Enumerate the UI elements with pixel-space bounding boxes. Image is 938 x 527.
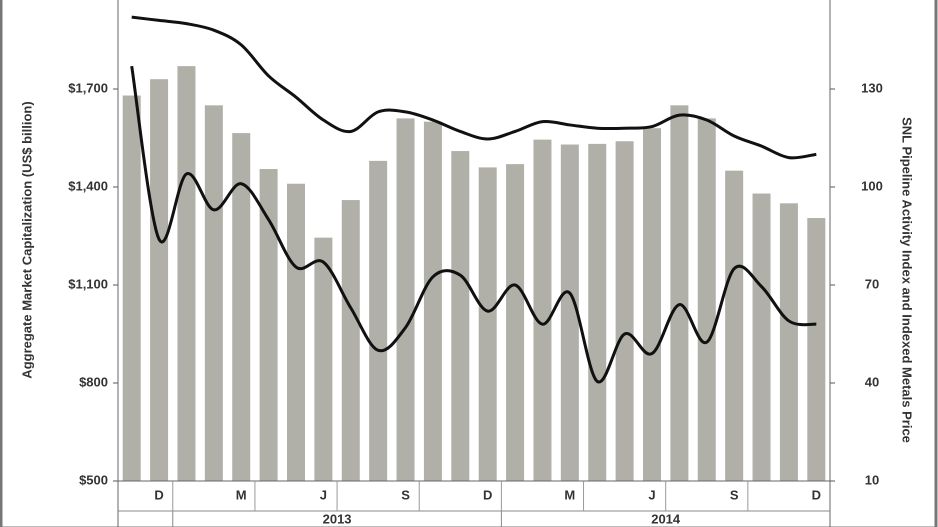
y-tick-label: $1,100 — [68, 276, 108, 291]
bar — [287, 183, 305, 481]
bar — [177, 66, 196, 481]
bar — [560, 144, 579, 482]
y-tick-label: $1,700 — [68, 80, 108, 95]
y-tick-label: $500 — [79, 472, 108, 487]
y2-tick-label: 130 — [861, 80, 883, 95]
year-label: 2013 — [323, 511, 352, 526]
bar — [369, 160, 388, 481]
y-tick-label: $1,400 — [68, 178, 108, 193]
bar — [341, 200, 360, 481]
bar — [725, 170, 744, 481]
bar — [615, 141, 634, 481]
bar — [779, 203, 798, 482]
x-tick-label: J — [648, 487, 655, 502]
bar — [533, 139, 552, 482]
bar — [204, 105, 223, 481]
y2-tick-label: 10 — [865, 472, 879, 487]
bar — [396, 118, 415, 481]
line — [131, 15, 817, 160]
y2-tick-label: 40 — [865, 374, 879, 389]
year-label: 2014 — [651, 511, 681, 526]
x-tick-label: S — [401, 487, 410, 502]
bar — [423, 121, 442, 482]
bar — [232, 133, 251, 482]
y2-tick-label: 70 — [865, 276, 879, 291]
bar — [478, 167, 497, 481]
bar — [670, 105, 689, 481]
y-axis-label: Aggregate Market Capitalization (US$ bil… — [19, 101, 34, 378]
x-tick-label: J — [320, 487, 327, 502]
bar — [451, 151, 470, 482]
bar — [314, 237, 333, 481]
x-tick-label: M — [564, 487, 575, 502]
bar — [506, 164, 525, 481]
x-tick-label: S — [730, 487, 739, 502]
bar — [697, 118, 716, 481]
bar — [643, 128, 661, 481]
y2-tick-label: 100 — [861, 178, 883, 193]
y-tick-label: $800 — [79, 374, 108, 389]
bar — [807, 218, 826, 481]
bar — [122, 95, 141, 481]
bar — [259, 169, 278, 482]
bar — [588, 143, 607, 481]
x-tick-label: D — [154, 487, 163, 502]
line — [130, 65, 817, 384]
bar — [752, 193, 771, 481]
x-tick-label: M — [236, 487, 247, 502]
x-tick-label: D — [483, 487, 492, 502]
bar — [150, 79, 169, 481]
y2-axis-label: SNL Pipeline Activity Index and Indexed … — [900, 117, 915, 443]
x-tick-label: D — [812, 487, 821, 502]
